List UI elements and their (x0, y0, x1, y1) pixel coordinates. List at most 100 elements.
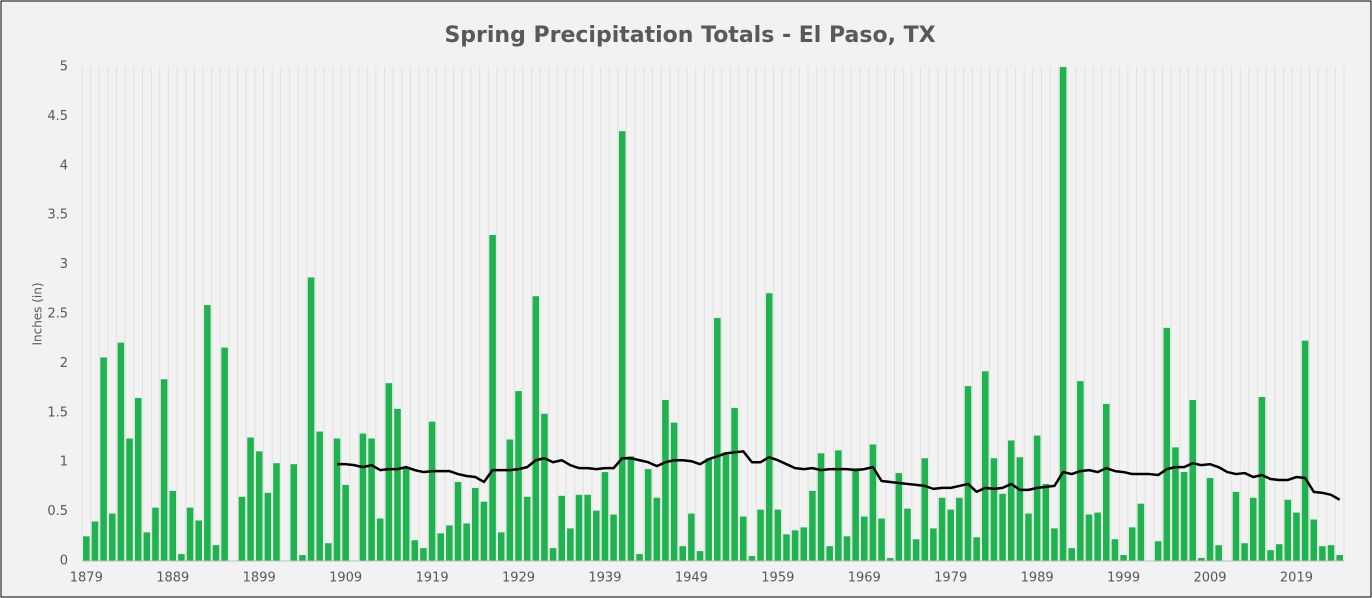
x-tick-label: 1979 (934, 571, 967, 586)
bar (394, 408, 401, 561)
bar (739, 516, 747, 561)
bar (1319, 546, 1326, 561)
bar (1068, 548, 1076, 561)
bar (532, 296, 540, 561)
bar (385, 383, 393, 561)
bar (973, 537, 980, 561)
bar (1206, 478, 1214, 561)
x-tick-label: 1899 (243, 571, 276, 586)
bar (134, 397, 142, 561)
bar (506, 439, 514, 561)
bar (1189, 399, 1197, 561)
x-tick-label: 1939 (588, 571, 621, 586)
bar (1128, 527, 1136, 561)
bar (515, 391, 522, 561)
bar (126, 438, 133, 561)
moving-average-line (336, 450, 1341, 501)
bar (541, 413, 548, 561)
bar (575, 494, 583, 561)
bar (1103, 403, 1110, 561)
x-tick-label: 1999 (1107, 571, 1140, 586)
bar (757, 509, 764, 561)
bar (212, 545, 220, 561)
bar (186, 507, 194, 561)
bar (325, 543, 332, 561)
y-tick-label: 2 (60, 356, 68, 371)
bar (273, 463, 280, 561)
x-tick-label: 1879 (70, 571, 103, 586)
bar (117, 342, 125, 561)
x-tick-label: 1969 (848, 571, 881, 586)
chart-title: Spring Precipitation Totals - El Paso, T… (444, 23, 935, 48)
bar (1094, 512, 1101, 561)
x-tick-label: 2019 (1280, 571, 1313, 586)
bar (454, 481, 462, 561)
bar (748, 556, 756, 561)
bar (904, 508, 911, 561)
bar (368, 438, 375, 561)
bar (817, 453, 825, 561)
bar (1258, 396, 1266, 561)
bar (1180, 472, 1188, 561)
bar (835, 450, 842, 561)
bar (714, 317, 721, 561)
bar (1284, 499, 1292, 561)
bar (610, 514, 617, 561)
bar (1042, 483, 1050, 561)
bar (411, 540, 419, 561)
bar (1293, 512, 1300, 561)
bar (169, 490, 177, 561)
bar (688, 513, 695, 561)
bar (636, 554, 643, 561)
bar (878, 518, 885, 561)
bar (299, 555, 306, 561)
bar (160, 379, 168, 561)
bar (990, 458, 998, 561)
bar (152, 507, 159, 561)
bar (1198, 558, 1205, 561)
bar (446, 525, 453, 561)
x-tick-label: 1909 (329, 571, 362, 586)
bar (342, 484, 349, 561)
bar (731, 407, 738, 561)
bar (1232, 491, 1240, 561)
bar (558, 495, 566, 561)
bar (670, 422, 678, 561)
bar (1025, 513, 1032, 561)
bar (912, 539, 920, 561)
bar (1249, 497, 1257, 561)
x-tick-label: 1989 (1021, 571, 1054, 586)
y-tick-label: 1 (60, 455, 68, 470)
bar (1120, 555, 1127, 561)
bar (1336, 555, 1343, 561)
bar (178, 554, 185, 561)
bar (1275, 544, 1283, 561)
bar (428, 421, 436, 561)
bar (264, 492, 272, 561)
bar (618, 131, 626, 561)
bar (472, 487, 479, 561)
bar (221, 347, 228, 561)
bar (376, 518, 384, 561)
bar (938, 497, 946, 561)
bar (333, 438, 341, 561)
bar (247, 437, 254, 561)
bar (420, 548, 427, 561)
bar (947, 509, 954, 561)
x-tick-label: 1949 (675, 571, 708, 586)
bar (1051, 528, 1058, 561)
bar (1241, 543, 1248, 561)
bar (100, 357, 107, 561)
bar (1085, 514, 1093, 561)
y-tick-label: 4.5 (47, 109, 68, 124)
bar (1154, 541, 1162, 561)
bar (480, 501, 488, 561)
bar (644, 469, 652, 561)
bar (195, 520, 202, 561)
y-tick-label: 3 (60, 257, 68, 272)
bar (653, 497, 661, 561)
bar (860, 516, 868, 561)
bar (359, 433, 367, 561)
